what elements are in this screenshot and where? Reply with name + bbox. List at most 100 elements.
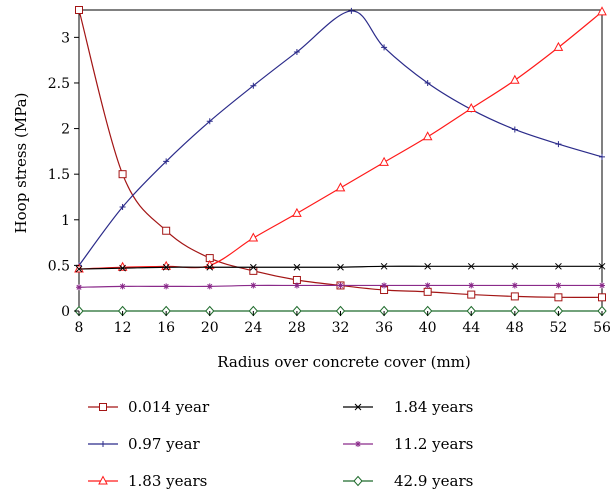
data-point <box>292 275 301 284</box>
series-1 <box>76 7 605 269</box>
series-line <box>78 10 603 266</box>
data-point <box>348 7 355 14</box>
data-point <box>250 82 257 89</box>
data-point <box>598 293 606 302</box>
data-point <box>510 74 520 84</box>
data-point <box>554 293 563 302</box>
data-point <box>597 6 607 16</box>
data-point <box>292 207 302 217</box>
data-point <box>555 141 562 148</box>
data-point <box>250 282 257 289</box>
x-tick-label: 56 <box>593 320 611 336</box>
x-tick-label: 12 <box>114 320 132 336</box>
series-line <box>78 9 603 298</box>
series-3 <box>75 262 606 273</box>
data-point <box>249 266 258 275</box>
y-tick-label: 3 <box>61 30 70 46</box>
legend-item: 11.2 years <box>343 435 473 453</box>
legend-marker <box>354 403 362 411</box>
legend-label: 11.2 years <box>394 435 473 453</box>
data-point <box>381 282 388 289</box>
data-point <box>162 226 171 235</box>
x-tick-label: 52 <box>550 320 568 336</box>
y-tick-label: 1.5 <box>48 167 70 183</box>
legend-marker <box>355 441 361 447</box>
data-point <box>511 262 519 270</box>
y-tick-label: 2.5 <box>48 76 70 92</box>
data-point <box>467 290 476 299</box>
data-point <box>118 170 127 179</box>
data-point <box>555 282 562 289</box>
series-4 <box>76 282 605 291</box>
x-tick-label: 36 <box>375 320 393 336</box>
data-point <box>510 292 519 301</box>
legend-label: 42.9 years <box>394 472 473 490</box>
data-point <box>335 182 346 192</box>
legend-item: 42.9 years <box>343 472 473 490</box>
data-point <box>424 262 432 270</box>
legend-label: 1.84 years <box>394 398 473 416</box>
y-axis-label: Hoop stress (MPa) <box>12 93 30 234</box>
data-point <box>337 282 344 289</box>
data-point <box>422 131 433 141</box>
y-tick-label: 2 <box>61 122 70 138</box>
x-tick-label: 20 <box>201 320 219 336</box>
data-point <box>75 265 83 273</box>
legend-item: 0.014 year <box>88 398 210 416</box>
y-tick-label: 0.5 <box>48 258 70 274</box>
data-point <box>249 263 257 271</box>
legend-marker <box>353 475 363 487</box>
data-point <box>599 153 605 160</box>
series-0 <box>75 6 606 302</box>
data-point <box>380 262 388 270</box>
data-point <box>555 262 562 270</box>
data-point <box>511 282 518 289</box>
x-tick-label: 32 <box>332 320 350 336</box>
data-point <box>119 264 126 272</box>
data-point <box>293 48 300 55</box>
x-tick-label: 44 <box>462 320 480 336</box>
y-tick-label: 1 <box>61 213 70 229</box>
x-tick-label: 24 <box>244 320 262 336</box>
x-tick-label: 48 <box>506 320 524 336</box>
data-point <box>467 262 475 270</box>
legend-label: 0.97 year <box>128 435 200 453</box>
data-point <box>424 282 431 289</box>
legend-label: 0.014 year <box>128 398 210 416</box>
data-point <box>337 263 344 271</box>
data-point <box>423 287 432 296</box>
series-2 <box>74 6 607 273</box>
data-point <box>599 282 605 289</box>
legend-marker <box>99 403 107 411</box>
data-point <box>206 263 214 271</box>
data-point <box>293 282 300 289</box>
series-line <box>78 11 603 270</box>
data-point <box>119 204 126 211</box>
data-point <box>511 126 518 133</box>
data-point <box>74 263 84 273</box>
legend-item: 1.84 years <box>343 398 473 416</box>
x-tick-label: 8 <box>75 320 84 336</box>
y-tick-label: 0 <box>61 304 70 320</box>
data-point <box>206 118 213 125</box>
data-point <box>468 282 475 289</box>
data-point <box>553 41 564 51</box>
data-point <box>75 6 83 14</box>
data-point <box>248 232 259 242</box>
data-point <box>163 158 170 165</box>
data-point <box>206 283 213 290</box>
x-tick-label: 28 <box>288 320 306 336</box>
data-point <box>379 156 389 166</box>
data-point <box>76 284 82 291</box>
x-tick-label: 16 <box>157 320 175 336</box>
data-point <box>161 260 172 270</box>
legend-label: 1.83 years <box>128 472 207 490</box>
data-point <box>466 102 477 113</box>
x-tick-label: 40 <box>419 320 437 336</box>
legend-item: 1.83 years <box>88 472 207 490</box>
data-point <box>163 283 170 290</box>
data-point <box>381 44 388 51</box>
data-point <box>119 283 126 290</box>
legend-item: 0.97 year <box>88 435 200 453</box>
